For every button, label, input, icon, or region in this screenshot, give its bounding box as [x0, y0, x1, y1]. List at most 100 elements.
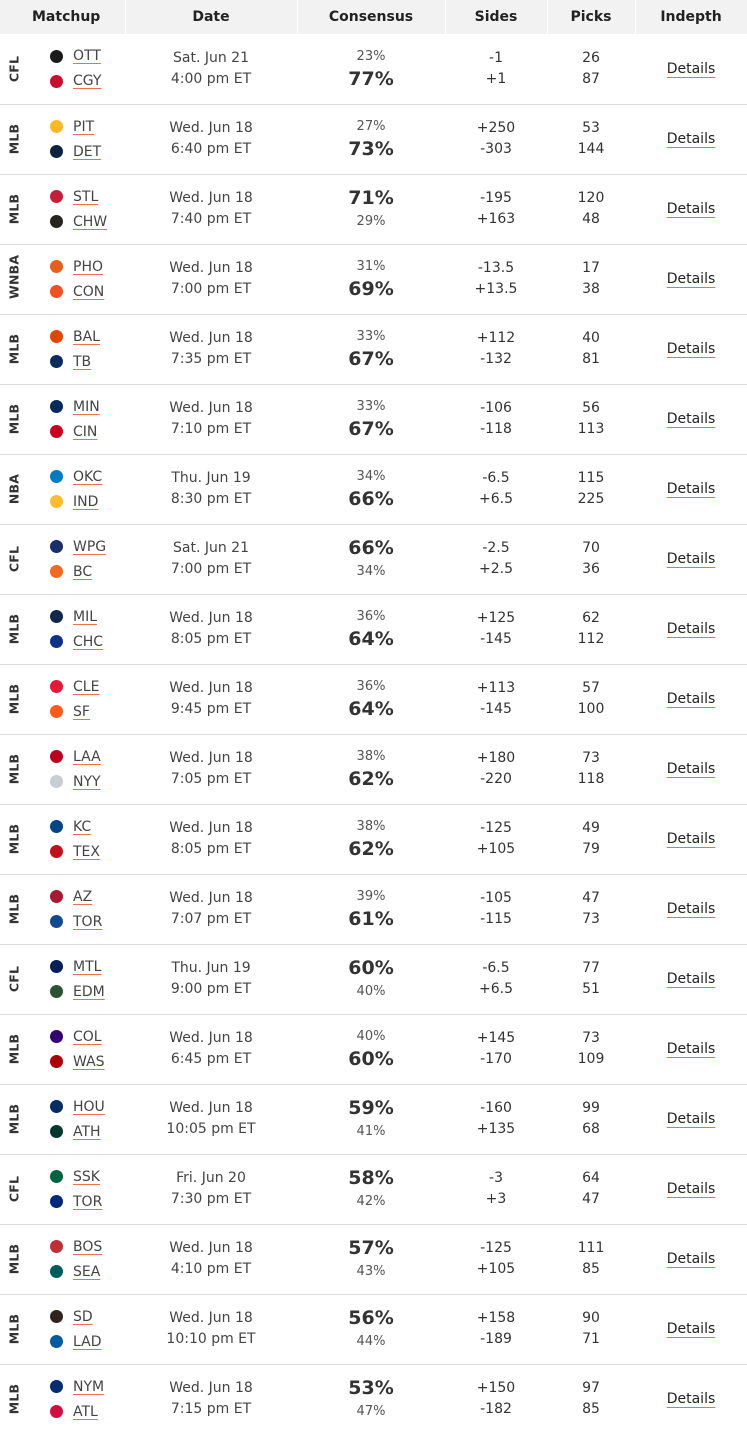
indepth-cell: Details: [635, 874, 747, 944]
away-team-logo-icon: [50, 610, 63, 623]
game-day: Wed. Jun 18: [169, 680, 253, 696]
consensus-home: 66%: [348, 488, 394, 510]
home-team-link[interactable]: CHW: [73, 213, 108, 230]
picks-home: 100: [577, 701, 605, 717]
away-team-link[interactable]: KC: [73, 818, 92, 835]
sides-away: -195: [480, 190, 512, 206]
league-label: CFL: [6, 55, 22, 82]
table-row: MLB BAL TB Wed. Jun 18 7:35 pm ET 33% 67…: [0, 314, 747, 384]
details-link[interactable]: Details: [666, 691, 716, 707]
away-team-link[interactable]: SSK: [73, 1168, 100, 1185]
details-link[interactable]: Details: [666, 1041, 716, 1057]
header-indepth[interactable]: Indepth: [635, 0, 747, 34]
away-team-link[interactable]: AZ: [73, 888, 93, 905]
consensus-cell: 36% 64%: [297, 664, 445, 734]
sides-away: +150: [476, 1380, 516, 1397]
home-team-link[interactable]: NYY: [73, 773, 101, 790]
home-team-link[interactable]: EDM: [73, 983, 105, 1000]
home-team-logo-icon: [50, 1195, 63, 1208]
header-date[interactable]: Date: [125, 0, 298, 34]
sides-home: +163: [476, 211, 516, 227]
home-team-link[interactable]: WAS: [73, 1053, 105, 1070]
home-team-link[interactable]: TB: [73, 353, 92, 370]
away-team-link[interactable]: HOU: [73, 1098, 105, 1115]
game-time: 9:45 pm ET: [170, 701, 252, 717]
home-team-link[interactable]: SF: [73, 703, 90, 720]
away-team-link[interactable]: BOS: [73, 1238, 103, 1255]
details-link[interactable]: Details: [666, 1391, 716, 1408]
home-team-link[interactable]: TEX: [73, 843, 100, 860]
details-link[interactable]: Details: [666, 411, 716, 427]
details-link[interactable]: Details: [666, 1181, 716, 1197]
consensus-home: 40%: [356, 984, 386, 999]
home-team-logo-icon: [50, 1125, 63, 1138]
details-link[interactable]: Details: [666, 901, 716, 917]
away-team-link[interactable]: NYM: [73, 1378, 105, 1395]
details-link[interactable]: Details: [666, 761, 716, 777]
away-team-link[interactable]: WPG: [73, 538, 107, 555]
details-link[interactable]: Details: [666, 201, 716, 217]
away-team-link[interactable]: BAL: [73, 328, 100, 345]
sides-cell: -6.5 +6.5: [445, 944, 547, 1014]
home-team-link[interactable]: TOR: [73, 913, 103, 930]
table-row: MLB MIN CIN Wed. Jun 18 7:10 pm ET 33% 6…: [0, 384, 747, 454]
away-team-link[interactable]: PHO: [73, 258, 103, 275]
details-link[interactable]: Details: [666, 1251, 716, 1267]
details-link[interactable]: Details: [666, 1111, 716, 1127]
sides-away: +125: [476, 610, 516, 626]
home-team-link[interactable]: BC: [73, 563, 93, 580]
header-matchup[interactable]: Matchup: [0, 0, 126, 34]
away-team-link[interactable]: CLE: [73, 678, 100, 695]
details-link[interactable]: Details: [666, 271, 716, 287]
home-team-link[interactable]: TOR: [73, 1193, 103, 1210]
details-link[interactable]: Details: [666, 551, 716, 567]
away-team-link[interactable]: SD: [73, 1308, 93, 1325]
details-link[interactable]: Details: [666, 971, 716, 987]
away-team-link[interactable]: COL: [73, 1028, 102, 1045]
home-team-link[interactable]: CON: [73, 283, 105, 300]
indepth-cell: Details: [635, 314, 747, 384]
away-team-link[interactable]: STL: [73, 188, 99, 205]
away-team-link[interactable]: PIT: [73, 118, 95, 135]
picks-cell: 73 118: [547, 734, 635, 804]
home-team-link[interactable]: DET: [73, 143, 102, 160]
details-link[interactable]: Details: [666, 1321, 716, 1337]
details-link[interactable]: Details: [666, 60, 716, 77]
consensus-home: 42%: [356, 1194, 386, 1209]
away-team-logo-icon: [50, 1380, 63, 1394]
header-picks[interactable]: Picks: [547, 0, 636, 34]
home-team-link[interactable]: IND: [73, 493, 99, 510]
home-team-link[interactable]: CHC: [73, 633, 104, 650]
home-team-logo-icon: [50, 355, 63, 368]
away-team-link[interactable]: MTL: [73, 958, 102, 975]
details-link[interactable]: Details: [666, 831, 716, 847]
header-consensus[interactable]: Consensus: [297, 0, 446, 34]
home-team-link[interactable]: ATH: [73, 1123, 101, 1140]
picks-away: 97: [582, 1380, 600, 1397]
away-team-link[interactable]: LAA: [73, 748, 101, 765]
picks-home: 36: [582, 561, 600, 577]
matchup-cell: CFL WPG BC: [0, 524, 125, 594]
home-team-link[interactable]: LAD: [73, 1333, 102, 1350]
away-team-link[interactable]: OTT: [73, 48, 101, 65]
home-team-link[interactable]: ATL: [73, 1403, 98, 1420]
consensus-cell: 59% 41%: [297, 1084, 445, 1154]
away-team-logo-icon: [50, 1170, 63, 1183]
details-link[interactable]: Details: [666, 621, 716, 637]
date-cell: Wed. Jun 18 8:05 pm ET: [125, 804, 297, 874]
home-team-link[interactable]: SEA: [73, 1263, 101, 1280]
home-team-link[interactable]: CGY: [73, 73, 102, 90]
consensus-cell: 60% 40%: [297, 944, 445, 1014]
game-day: Thu. Jun 19: [171, 470, 251, 486]
consensus-cell: 38% 62%: [297, 804, 445, 874]
home-team-link[interactable]: CIN: [73, 423, 98, 440]
header-sides[interactable]: Sides: [445, 0, 548, 34]
details-link[interactable]: Details: [666, 481, 716, 497]
away-team-link[interactable]: OKC: [73, 468, 103, 485]
away-team-link[interactable]: MIL: [73, 608, 98, 625]
away-team-link[interactable]: MIN: [73, 398, 100, 415]
details-link[interactable]: Details: [666, 131, 716, 147]
game-day: Thu. Jun 19: [171, 960, 251, 976]
sides-cell: +145 -170: [445, 1014, 547, 1084]
details-link[interactable]: Details: [666, 341, 716, 357]
